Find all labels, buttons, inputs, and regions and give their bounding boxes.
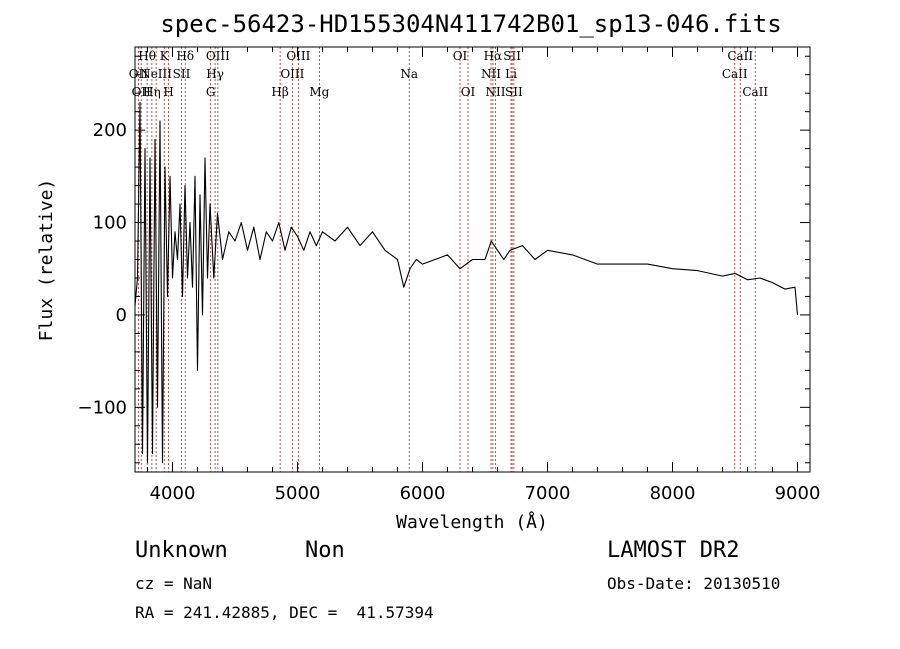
line-label-16: Na	[400, 67, 418, 81]
line-label-0: OII	[129, 67, 149, 81]
line-label-24: SII	[505, 85, 523, 99]
spectral-line-markers: OIIOIIHθHηNeIIIKHSIIHδGHγOIIIHβOIIIOIIIM…	[129, 47, 768, 472]
x-tick-label: 8000	[650, 483, 696, 504]
line-label-19: NII	[481, 67, 501, 81]
line-label-8: Hδ	[176, 49, 194, 63]
line-label-5: K	[160, 49, 170, 63]
survey-name: LAMOST DR2	[607, 538, 740, 563]
x-tick-label: 6000	[400, 483, 446, 504]
spectrum-line-0	[134, 101, 799, 464]
line-label-27: CaII	[742, 85, 768, 99]
line-label-14: OIII	[286, 49, 310, 63]
line-label-25: CaII	[722, 67, 748, 81]
line-label-3: Hη	[143, 85, 161, 99]
line-label-23: SII	[503, 49, 521, 63]
x-tick-label: 4000	[150, 483, 196, 504]
x-tick-label: 7000	[525, 483, 571, 504]
spectral-subclass: Non	[305, 538, 345, 563]
y-tick-label: 100	[93, 213, 127, 234]
line-label-13: OIII	[280, 67, 304, 81]
line-label-12: Hβ	[271, 85, 288, 99]
y-tick-label: −100	[78, 397, 127, 418]
chart-title: spec-56423-HD155304N411742B01_sp13-046.f…	[160, 10, 781, 38]
x-axis-label: Wavelength (Å)	[396, 511, 548, 533]
line-label-4: NeIII	[140, 67, 172, 81]
coordinates: RA = 241.42885, DEC = 41.57394	[135, 603, 434, 622]
observation-date: Obs-Date: 20130510	[607, 574, 781, 593]
spectral-class: Unknown	[135, 538, 228, 563]
spectrum-series	[134, 101, 799, 464]
line-label-10: Hγ	[206, 67, 224, 81]
line-label-6: H	[163, 85, 173, 99]
line-label-7: SII	[173, 67, 191, 81]
line-label-17: OI	[453, 49, 468, 63]
x-tick-label: 5000	[275, 483, 321, 504]
line-label-1: OII	[132, 85, 152, 99]
line-label-20: Hα	[484, 49, 503, 63]
line-label-21: NII	[486, 85, 506, 99]
redshift-value: cz = NaN	[135, 574, 213, 593]
axis-ticks: 4000 5000 6000 7000 8000 9000 −100 0 100 200	[78, 47, 821, 504]
y-tick-label: 0	[116, 305, 127, 326]
line-label-11: OIII	[206, 49, 230, 63]
line-label-26: CaII	[727, 49, 753, 63]
line-label-15: Mg	[309, 85, 329, 99]
y-axis-label: Flux (relative)	[36, 179, 57, 342]
x-tick-label: 9000	[775, 483, 821, 504]
line-label-22: Li	[505, 67, 517, 81]
line-label-18: OI	[461, 85, 476, 99]
y-tick-label: 200	[93, 120, 127, 141]
line-label-9: G	[206, 85, 216, 99]
